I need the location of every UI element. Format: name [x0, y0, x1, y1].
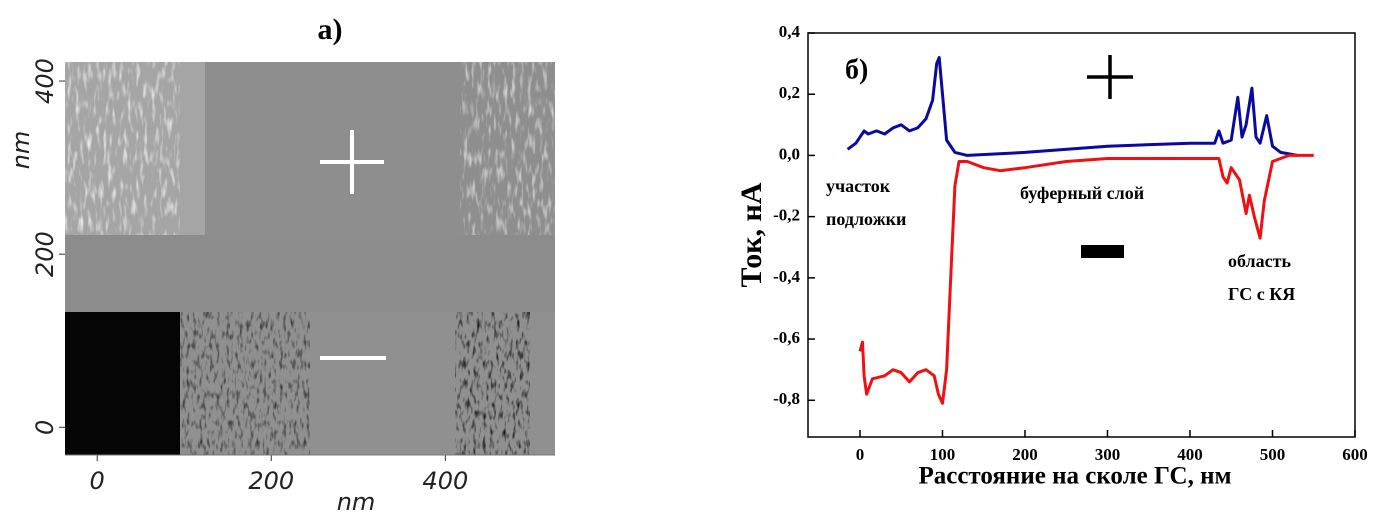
plot-frame [807, 32, 1356, 438]
y-tick-label: -0,2 [773, 206, 800, 225]
series-line [858, 153, 1314, 405]
y-tick-label: 0,2 [779, 83, 800, 102]
x-tick-label: 400 [422, 467, 468, 495]
afm-image [65, 62, 555, 455]
x-tick-label: 0 [856, 445, 865, 464]
y-tick-label: 0,0 [779, 144, 800, 163]
minus-sign [1081, 245, 1124, 258]
x-tick-label: 0 [90, 467, 105, 495]
panel-title: б) [845, 54, 868, 85]
x-axis-label: nm [337, 488, 376, 516]
y-tick-label: 0,4 [779, 22, 801, 41]
x-tick-label: 200 [248, 467, 294, 495]
y-tick-label: -0,4 [773, 267, 800, 286]
x-axis-label: Расстояние на сколе ГС, нм [918, 463, 1231, 490]
y-axis-label: Ток, нА [735, 182, 768, 287]
annotation: область [1228, 251, 1291, 271]
annotation: буферный слой [1020, 183, 1144, 203]
y-tick-label: 0 [31, 420, 59, 435]
annotation: ГС с КЯ [1228, 284, 1295, 304]
y-tick-label: -0,6 [773, 328, 800, 347]
series-line [846, 56, 1298, 157]
y-tick-label: 400 [31, 58, 59, 104]
x-tick-label: 300 [1095, 445, 1121, 464]
x-tick-label: 400 [1177, 445, 1203, 464]
y-axis-label: nm [7, 131, 35, 170]
annotation: подложки [826, 209, 906, 229]
x-tick-label: 100 [930, 445, 956, 464]
annotation: участок [826, 176, 891, 196]
y-tick-label: -0,8 [773, 389, 800, 408]
x-tick-label: 600 [1342, 445, 1368, 464]
x-tick-label: 200 [1012, 445, 1038, 464]
y-tick-label: 200 [31, 231, 59, 277]
panel-title: а) [318, 13, 343, 46]
x-tick-label: 500 [1260, 445, 1286, 464]
